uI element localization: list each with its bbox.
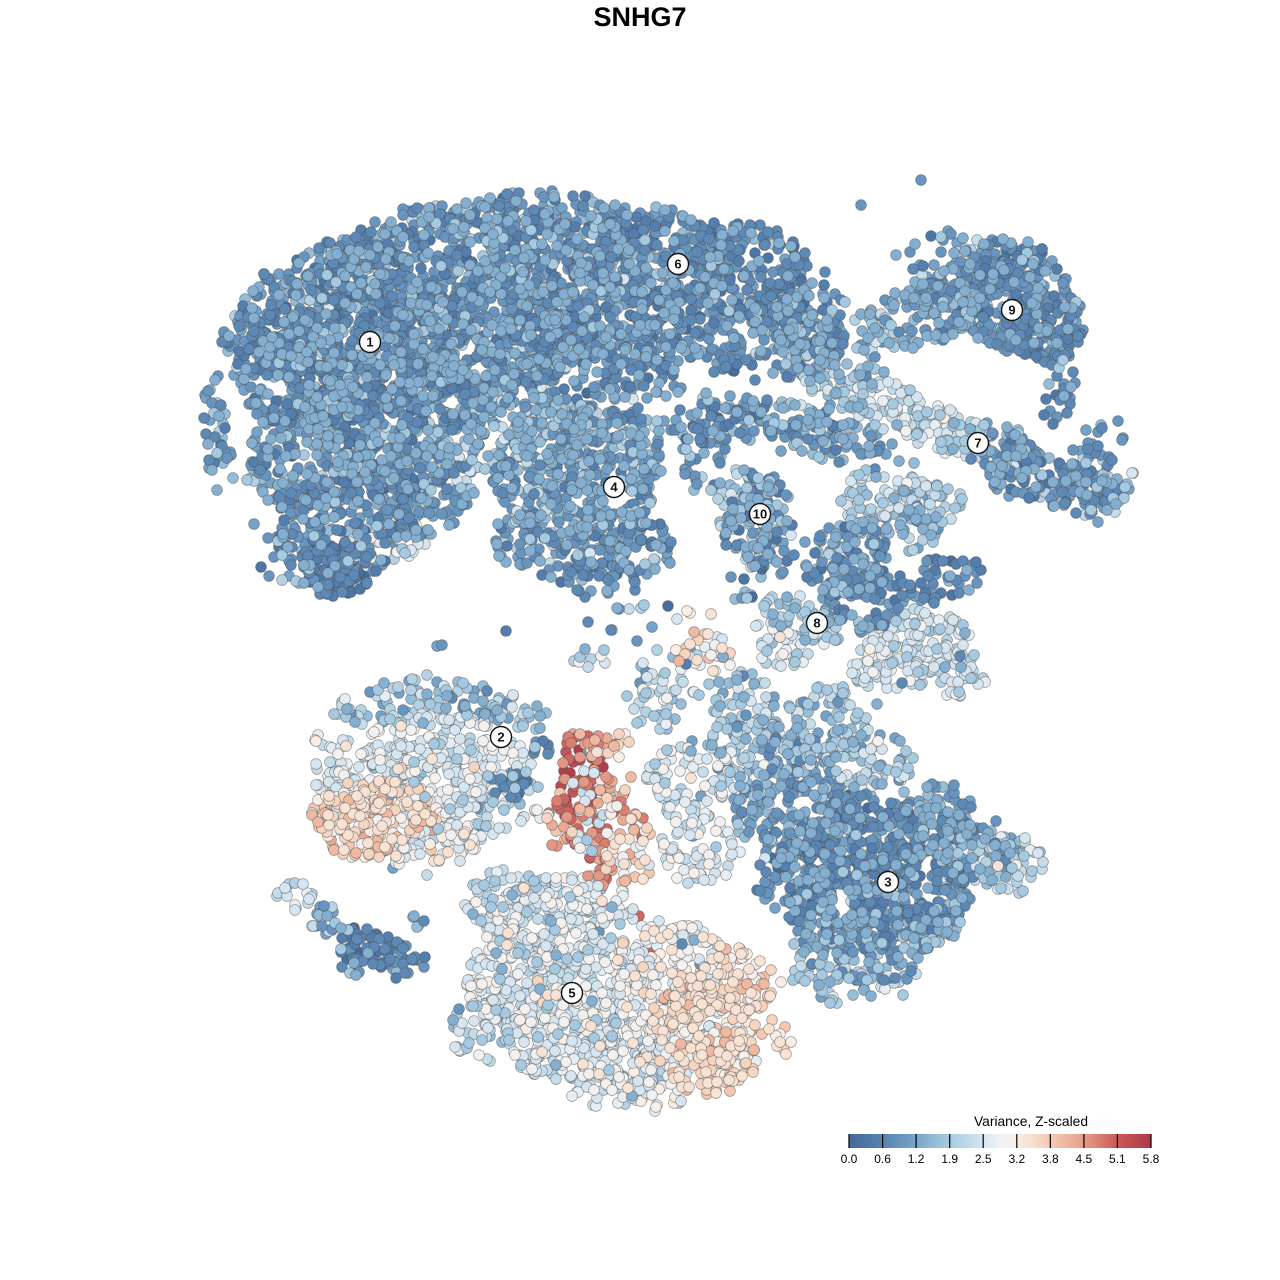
svg-text:SNHG7: SNHG7 — [593, 2, 686, 32]
